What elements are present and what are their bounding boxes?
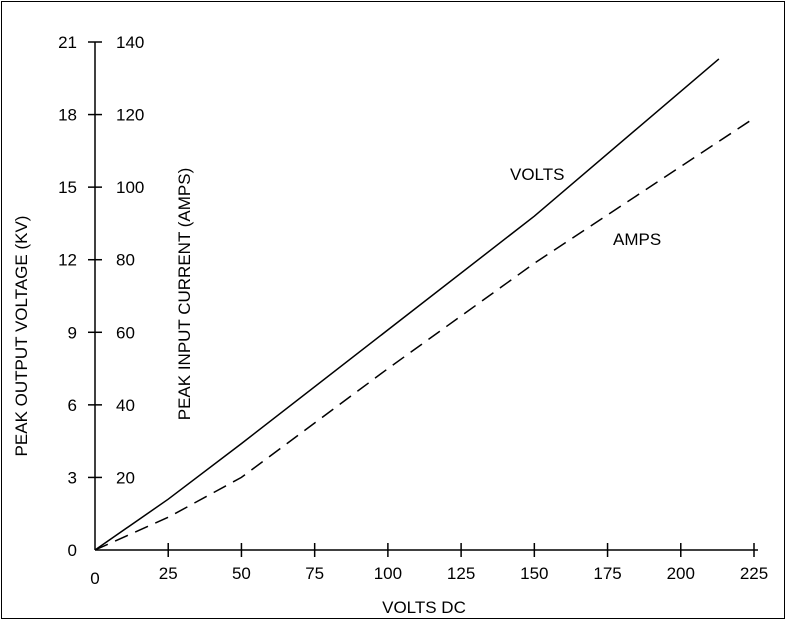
x-tick-label: 150 <box>520 564 548 583</box>
series-label-amps: AMPS <box>613 230 661 249</box>
y-axis-label-amps: PEAK INPUT CURRENT (AMPS) <box>175 168 194 421</box>
y-amps-tick-label: 120 <box>116 106 144 125</box>
axes <box>94 42 758 551</box>
series-line-amps <box>94 117 755 551</box>
y-kv-tick-label: 21 <box>58 33 77 52</box>
y-axis-label-kv: PEAK OUTPUT VOLTAGE (KV) <box>12 216 31 457</box>
x-axis-label: VOLTS DC <box>382 598 466 617</box>
x-tick-label: 175 <box>593 564 621 583</box>
y-kv-tick-label: 15 <box>58 178 77 197</box>
y-amps-tick-label: 20 <box>116 468 135 487</box>
series-lines <box>94 58 755 551</box>
y-kv-tick-label: 0 <box>68 541 77 560</box>
labels: VOLTS DC PEAK OUTPUT VOLTAGE (KV) PEAK I… <box>12 165 661 617</box>
x-tick-label: 100 <box>374 564 402 583</box>
y-amps-tick-label: 40 <box>116 396 135 415</box>
y-kv-tick-label: 12 <box>58 251 77 270</box>
x-tick-label: 125 <box>447 564 475 583</box>
y-kv-tick-label: 9 <box>68 323 77 342</box>
y-amps-tick-label: 140 <box>116 33 144 52</box>
x-tick-label: 25 <box>159 564 178 583</box>
x-tick-label: 200 <box>667 564 695 583</box>
x-tick-label: 50 <box>232 564 251 583</box>
y-amps-tick-label: 60 <box>116 323 135 342</box>
y-kv-tick-label: 6 <box>68 396 77 415</box>
series-line-volts <box>94 58 720 551</box>
series-label-volts: VOLTS <box>510 165 564 184</box>
y-kv-tick-label: 3 <box>68 468 77 487</box>
x-tick-label: 225 <box>740 564 768 583</box>
x-tick-label: 0 <box>90 569 99 588</box>
y-amps-tick-label: 100 <box>116 178 144 197</box>
y-kv-tick-label: 18 <box>58 106 77 125</box>
ticks: 0 25 50 75 100 125 150 175 200 225 0 3 6 9 12 15 18 21 20 4… <box>58 33 768 588</box>
x-tick-label: 75 <box>305 564 324 583</box>
y-amps-tick-label: 80 <box>116 251 135 270</box>
